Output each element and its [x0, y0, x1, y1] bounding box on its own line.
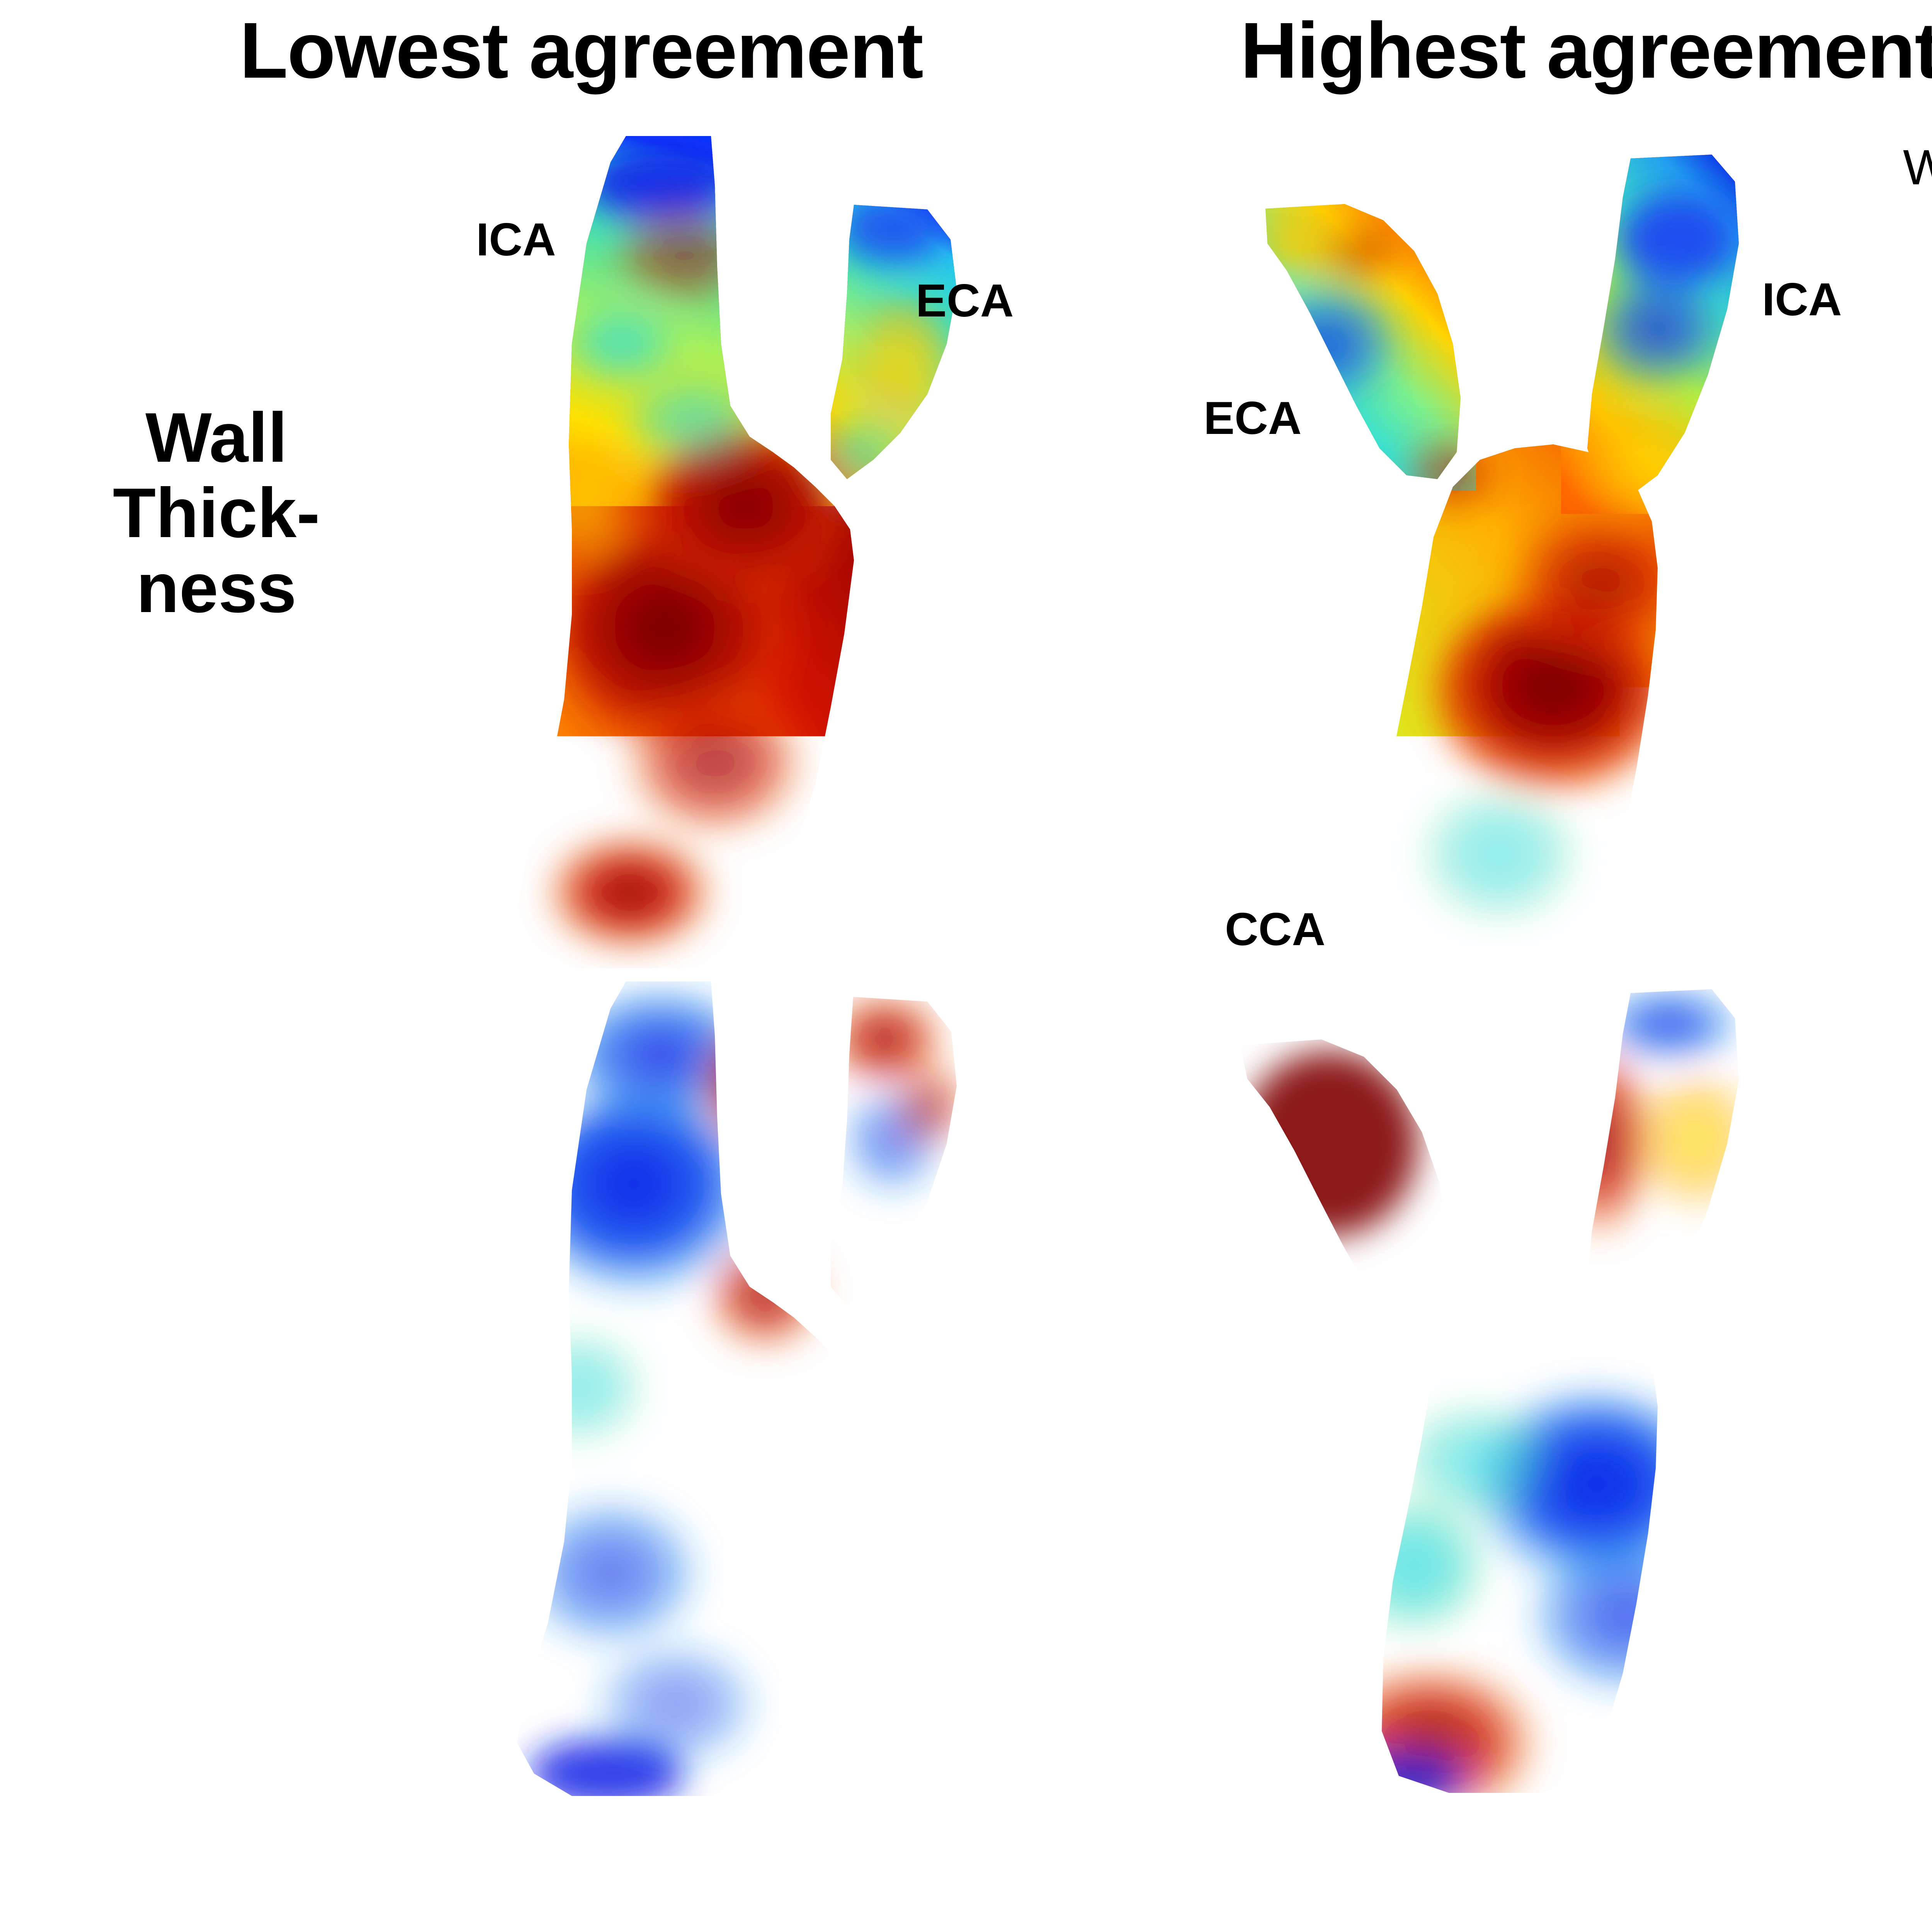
- panel-wall-shear-stress-highest-agreement: [1182, 978, 1762, 1797]
- vessel-label-cca-left-panel: CCA: [386, 856, 487, 902]
- column-header-highest-agreement: Highest agreement: [1240, 11, 1932, 90]
- panel-wall-shear-stress-lowest-agreement: [444, 978, 985, 1797]
- row-label-wall-shear-stress: Wall Shear Stress: [50, 1248, 383, 1474]
- column-header-lowest-agreement: Lowest agreement: [240, 11, 923, 90]
- vessel-label-eca-right-panel: ECA: [1204, 395, 1301, 441]
- colorbar-title-wall-thickness: WT (mm): [1903, 143, 1932, 192]
- colorbar-title-wall-shear-stress: WSS (Pa): [1893, 988, 1932, 1038]
- panel-wall-thickness-highest-agreement: [1182, 128, 1762, 970]
- vessel-label-cca-right-panel: CCA: [1225, 906, 1325, 952]
- vessel-label-eca-left-panel: ECA: [916, 277, 1014, 324]
- row-label-wall-thickness: Wall Thick- ness: [50, 400, 383, 626]
- statistics-caption-highest-agreement: ρ = -0.52, p < 0.001: [1159, 1816, 1829, 1892]
- vessel-label-ica-left-panel: ICA: [476, 216, 556, 263]
- figure-canvas: Lowest agreement Highest agreement Wall …: [0, 0, 1932, 1932]
- vessel-label-ica-right-panel: ICA: [1762, 276, 1842, 323]
- statistics-caption-lowest-agreement: ρ = 0.06, p < 0.001: [176, 1816, 821, 1892]
